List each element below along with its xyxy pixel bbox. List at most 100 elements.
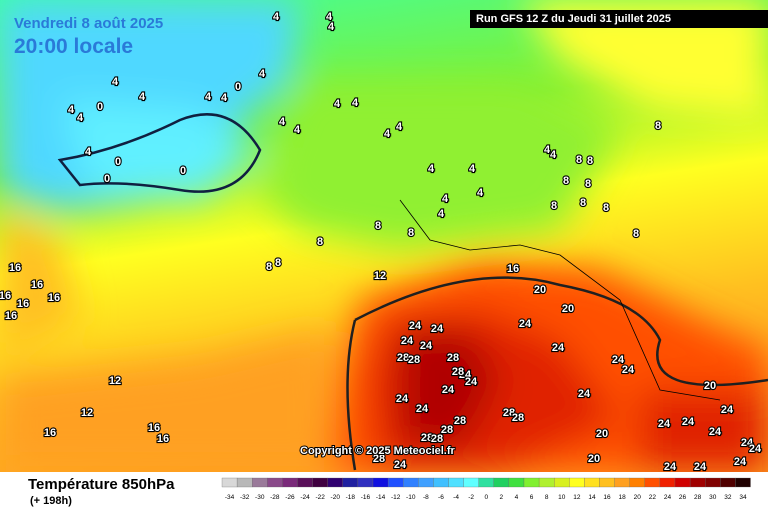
contour-label: 24	[709, 426, 722, 438]
scale-label: -16	[361, 494, 371, 501]
contour-label: 4	[68, 104, 75, 116]
contour-label: 4	[221, 92, 228, 104]
contour-label: 28	[441, 424, 453, 436]
scale-label: 8	[545, 494, 549, 501]
scale-swatch	[221, 477, 238, 488]
contour-label: 24	[622, 364, 635, 376]
copyright: Copyright © 2025 Meteociel.fr	[300, 445, 456, 457]
temperature-field	[0, 0, 768, 472]
contour-label: 12	[374, 270, 386, 282]
scale-label: 32	[724, 494, 732, 501]
scale-swatch	[705, 477, 721, 488]
contour-label: 4	[550, 149, 557, 161]
scale-label: -26	[285, 494, 295, 501]
contour-label: 24	[734, 456, 747, 468]
contour-label: 4	[273, 11, 280, 23]
scale-swatch	[418, 477, 434, 488]
scale-swatch	[478, 477, 494, 488]
contour-label: 28	[452, 366, 464, 378]
scale-label: -12	[391, 494, 401, 501]
scale-swatch	[508, 477, 525, 488]
contour-label: 4	[139, 91, 146, 103]
scale-swatch	[403, 477, 419, 488]
contour-label: 28	[373, 453, 385, 465]
scale-swatch	[659, 477, 676, 488]
contour-label: 16	[44, 427, 56, 439]
scale-swatch	[720, 477, 736, 488]
scale-label: 22	[649, 494, 657, 501]
color-scale: -34 -32 -30 -28 -26 -24 -22 -20 -18 -16 -14 -12 -10-…	[221, 477, 751, 501]
contour-label: 24	[694, 461, 707, 473]
scale-swatch	[236, 477, 253, 488]
scale-swatch	[372, 477, 389, 488]
scale-label: -22	[315, 494, 325, 501]
contour-label: 4	[544, 144, 551, 156]
contour-label: 12	[109, 375, 121, 387]
scale-label: 0	[484, 494, 488, 501]
scale-swatch	[735, 477, 751, 488]
contour-label: 4	[112, 76, 119, 88]
contour-label: 24	[442, 384, 455, 396]
contour-label: 28	[431, 433, 443, 445]
contour-label: 20	[588, 453, 600, 465]
scale-swatch	[448, 477, 464, 488]
contour-label: 24	[394, 459, 407, 471]
contour-label: 16	[31, 279, 43, 291]
contour-label: 28	[408, 354, 420, 366]
contour-label: 8	[551, 200, 557, 212]
contour-label: 20	[704, 380, 716, 392]
scale-label: 18	[619, 494, 627, 501]
scale-swatch	[342, 477, 359, 488]
contour-label: 0	[235, 81, 241, 93]
contour-label: 16	[48, 292, 60, 304]
scale-swatch	[674, 477, 691, 488]
scale-swatch	[433, 477, 449, 488]
valid-time: 20:00 locale	[14, 35, 133, 58]
contour-label: 4	[77, 112, 84, 124]
contour-label: 16	[157, 433, 169, 445]
contour-label: 8	[587, 155, 593, 167]
contour-label: 8	[563, 175, 569, 187]
contour-label: 24	[664, 461, 677, 473]
scale-swatch	[629, 477, 645, 488]
scale-label: 4	[515, 494, 519, 501]
contour-label: 24	[578, 388, 591, 400]
contour-label: 8	[576, 154, 582, 166]
contour-label: 0	[104, 173, 110, 185]
contour-label: 8	[633, 228, 639, 240]
scale-swatch	[538, 477, 555, 488]
contour-label: 4	[328, 21, 335, 33]
contour-label: 8	[317, 236, 323, 248]
contour-label: 24	[658, 418, 671, 430]
contour-label: 16	[148, 422, 160, 434]
contour-label: 24	[721, 404, 734, 416]
scale-label: 16	[603, 494, 611, 501]
scale-label: 10	[558, 494, 566, 501]
scale-label: -6	[438, 494, 444, 501]
contour-label: 8	[655, 120, 661, 132]
contour-label: 24	[409, 320, 422, 332]
contour-label: 24	[552, 342, 565, 354]
contour-label: 4	[334, 98, 341, 110]
contour-label: 0	[180, 165, 186, 177]
valid-date: Vendredi 8 août 2025	[14, 15, 163, 32]
scale-label: 6	[530, 494, 534, 501]
contour-label: 16	[17, 298, 29, 310]
scale-swatch	[523, 477, 540, 488]
run-banner	[470, 10, 768, 28]
scale-swatch	[312, 477, 328, 488]
contour-label: 8	[603, 202, 609, 214]
contour-label: 4	[205, 91, 212, 103]
contour-label: 8	[580, 197, 586, 209]
contour-label: 16	[0, 290, 11, 302]
contour-label: 24	[465, 376, 478, 388]
contour-label: 20	[562, 303, 574, 315]
contour-label: 4	[469, 163, 476, 175]
scale-swatch	[599, 477, 615, 488]
scale-label: -4	[453, 494, 459, 501]
contour-label: 28	[512, 412, 524, 424]
contour-label: 24	[741, 437, 754, 449]
contour-label: 4	[352, 97, 359, 109]
contour-label: 4	[326, 11, 333, 23]
